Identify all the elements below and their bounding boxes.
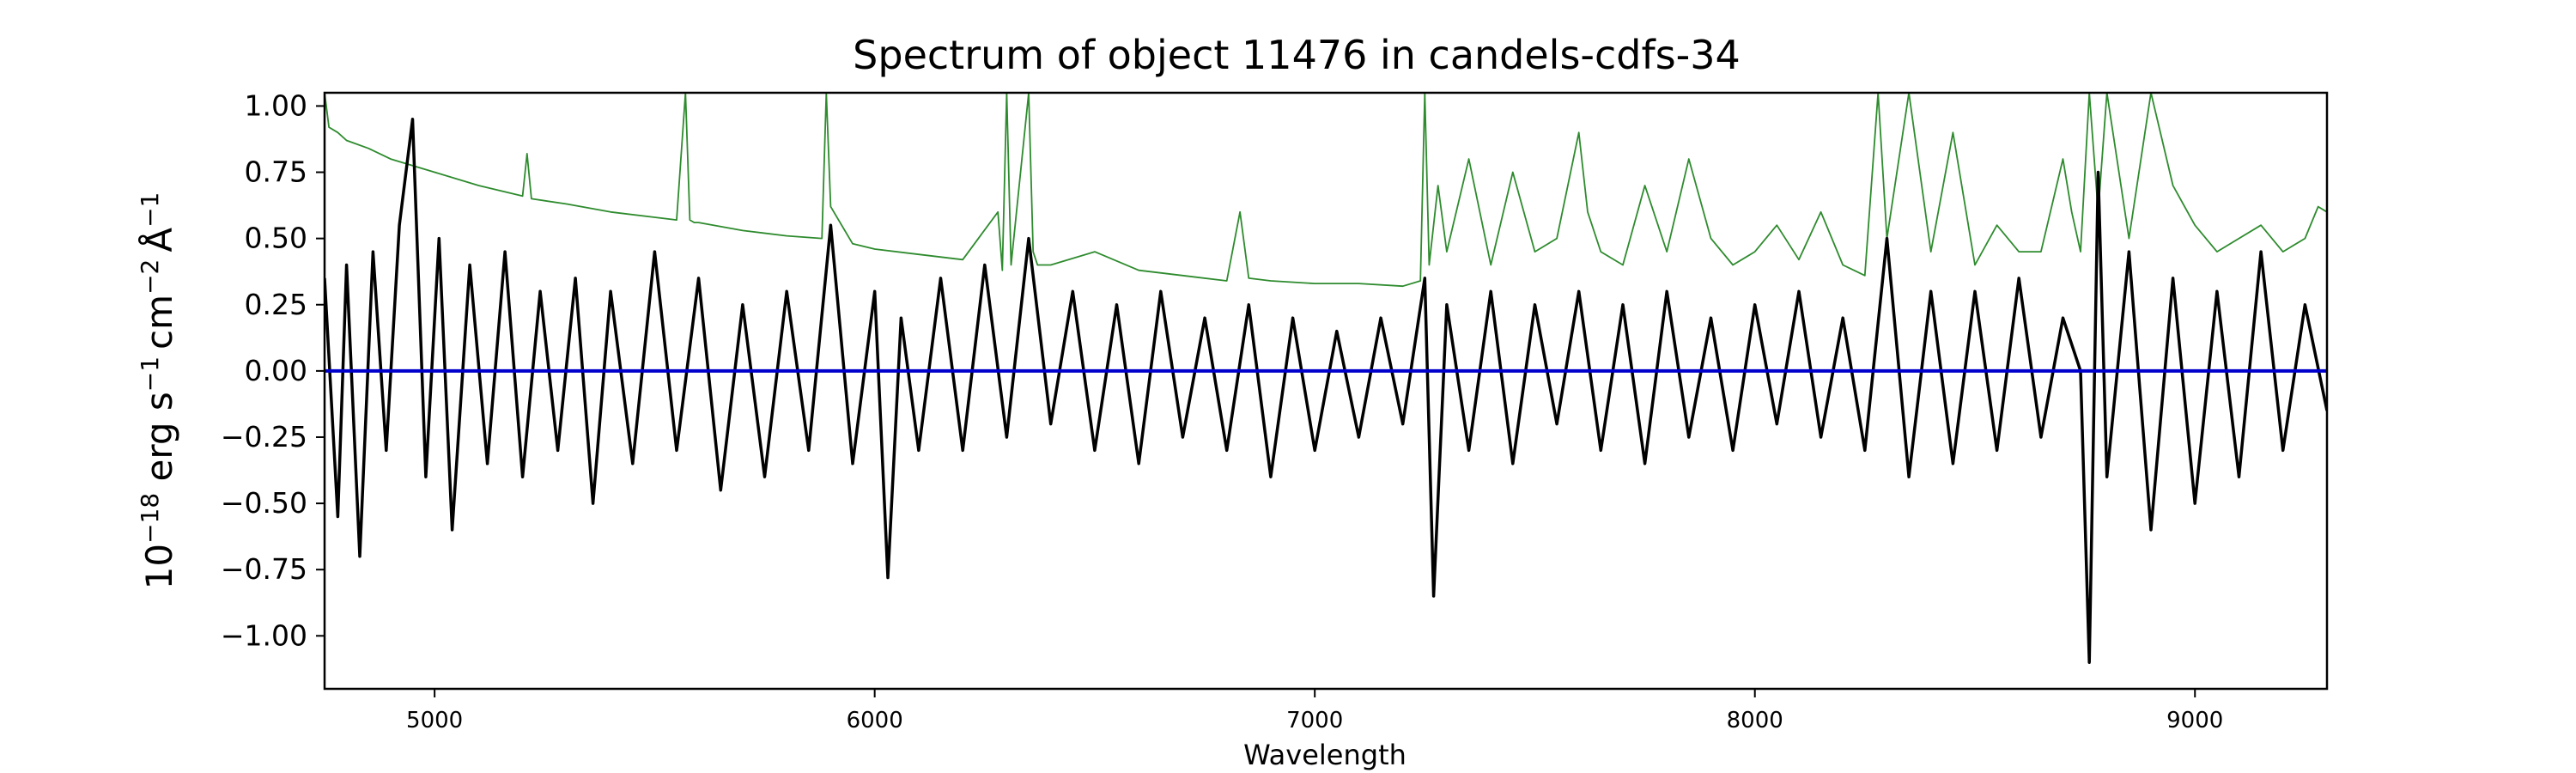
series-noise-line	[325, 93, 2327, 288]
y-tick-label: 0.50	[245, 222, 307, 255]
chart-title: Spectrum of object 11476 in candels-cdfs…	[853, 32, 1741, 78]
x-tick-label: 6000	[847, 708, 903, 733]
y-tick-label: −0.75	[221, 552, 307, 586]
x-tick-label: 9000	[2166, 708, 2223, 733]
y-tick-label: −1.00	[221, 618, 307, 652]
series-flux-line	[325, 118, 2327, 664]
y-axis: 1.00 0.75 0.50 0.25 0.00 −0.25 −0.50 −0.75 −1.00	[221, 88, 325, 652]
x-axis: 5000 6000 7000 8000 9000	[406, 689, 2223, 733]
y-tick-label: 0.00	[245, 354, 307, 387]
y-tick-label: 0.25	[245, 288, 307, 321]
y-tick-label: 0.75	[245, 155, 307, 189]
series-layer	[325, 93, 2327, 664]
x-tick-label: 7000	[1286, 708, 1343, 733]
x-tick-label: 8000	[1727, 708, 1783, 733]
plot-frame	[323, 91, 2329, 691]
y-axis-label: 10−18 erg s−1cm−2Å−1	[136, 192, 180, 590]
y-tick-label: −0.50	[221, 486, 307, 520]
x-axis-label: Wavelength	[1243, 739, 1406, 771]
plot-area	[323, 91, 2329, 691]
y-tick-label: 1.00	[245, 88, 307, 122]
y-tick-label: −0.25	[221, 420, 307, 453]
x-tick-label: 5000	[406, 708, 463, 733]
